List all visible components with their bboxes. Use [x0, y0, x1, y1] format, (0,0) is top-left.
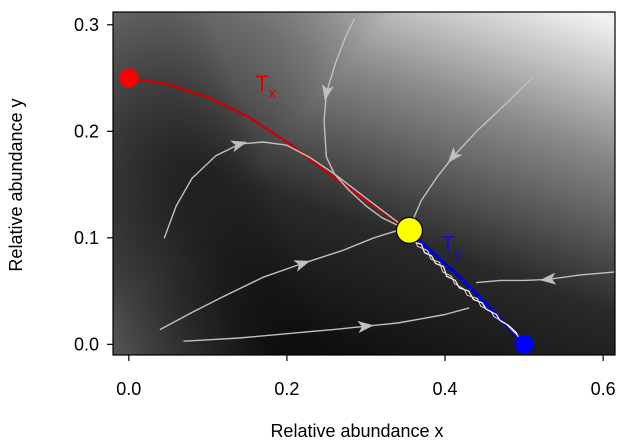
y-axis: 0.0 0.1 0.2 0.3	[74, 15, 113, 354]
curve-label: Tx	[255, 71, 276, 102]
fixed-points	[119, 68, 534, 354]
x-axis: 0.0 0.2 0.4 0.6	[116, 355, 616, 399]
trajectory-line	[127, 76, 403, 227]
trajectory-line	[476, 271, 615, 284]
x-tick-label: 0.0	[116, 379, 141, 399]
fixed-point-marker	[514, 334, 534, 354]
direction-arrow-icon	[357, 321, 374, 333]
direction-arrow-icon	[293, 260, 311, 272]
x-axis-label: Relative abundance x	[270, 421, 443, 441]
x-tick-label: 0.6	[591, 379, 616, 399]
direction-arrow-icon	[447, 146, 463, 163]
y-axis-label: Relative abundance y	[6, 98, 26, 271]
direction-arrow-icon	[230, 140, 248, 153]
trajectory-line	[159, 228, 403, 331]
y-tick-label: 0.1	[74, 228, 99, 248]
x-tick-label: 0.2	[274, 379, 299, 399]
curve-label-main: T	[441, 232, 454, 257]
fixed-point-marker	[395, 216, 424, 244]
x-tick-label: 0.4	[433, 379, 458, 399]
y-tick-label: 0.2	[74, 121, 99, 141]
trajectory-line	[323, 18, 403, 228]
y-tick-label: 0.0	[74, 334, 99, 354]
fixed-point-marker	[119, 68, 139, 88]
curve-label-main: T	[255, 71, 268, 96]
trajectory-line	[406, 228, 519, 337]
direction-arrow-icon	[539, 272, 557, 285]
trajectories	[127, 18, 615, 346]
background-topleft-shade	[113, 12, 615, 355]
direction-arrow-icon	[322, 83, 334, 101]
y-tick-label: 0.3	[74, 15, 99, 35]
curve-label-subscript: y	[455, 246, 463, 263]
curve-label-subscript: x	[269, 85, 277, 102]
curve-label: Ty	[441, 232, 462, 263]
trajectory-line	[163, 141, 403, 239]
plot-frame	[112, 11, 616, 356]
